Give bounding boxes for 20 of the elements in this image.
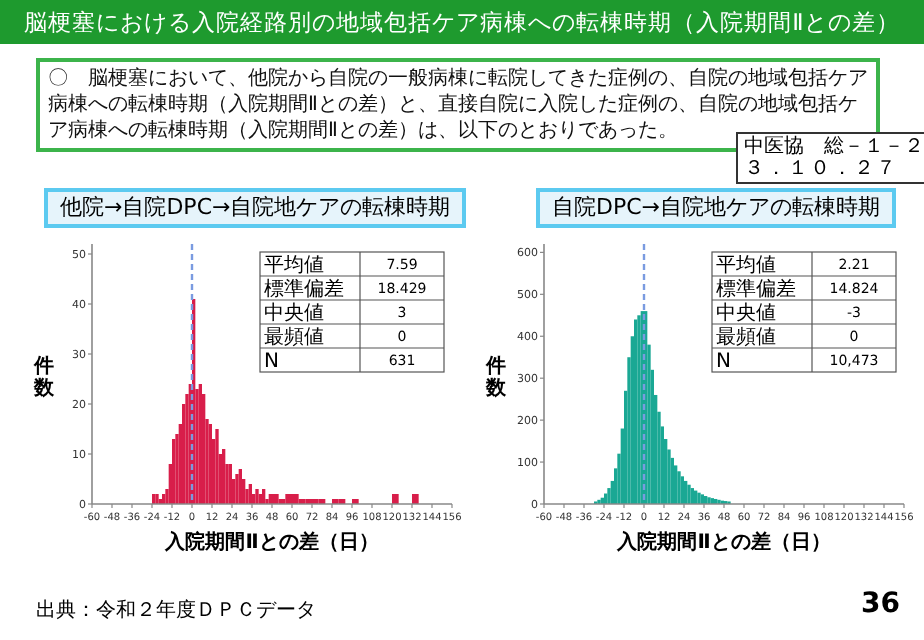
text: 脳梗塞における入院経路別の地域包括ケア病棟への転棟時期（入院期間Ⅱとの差） bbox=[0, 0, 924, 44]
annotation: 平均値 bbox=[264, 253, 324, 277]
annotation: 最頻値 bbox=[716, 325, 776, 349]
text: ３．１０．２７ bbox=[744, 158, 900, 180]
annotation: N bbox=[264, 351, 279, 373]
source-note: 出典：令和２年度ＤＰＣデータ bbox=[36, 597, 316, 624]
y-axis-title: 件数 bbox=[32, 354, 56, 400]
annotation: 最頻値 bbox=[264, 325, 324, 349]
chart-title: 他院→自院DPC→自院地ケアの転棟時期 bbox=[44, 188, 467, 228]
annotation: 標準偏差 bbox=[264, 277, 344, 301]
annotation: 中央値 bbox=[264, 301, 324, 325]
annotation: 平均値 bbox=[716, 253, 776, 277]
y-axis-title: 件数 bbox=[484, 354, 508, 400]
annotation: N bbox=[716, 351, 731, 373]
x-axis-title: 入院期間Ⅱとの差（日） bbox=[163, 530, 379, 554]
annotation: 中央値 bbox=[716, 301, 776, 325]
x-axis-title: 入院期間Ⅱとの差（日） bbox=[615, 530, 831, 554]
annotation: 標準偏差 bbox=[716, 277, 796, 301]
chart-title: 自院DPC→自院地ケアの転棟時期 bbox=[536, 188, 897, 228]
text: 36 bbox=[861, 588, 900, 620]
